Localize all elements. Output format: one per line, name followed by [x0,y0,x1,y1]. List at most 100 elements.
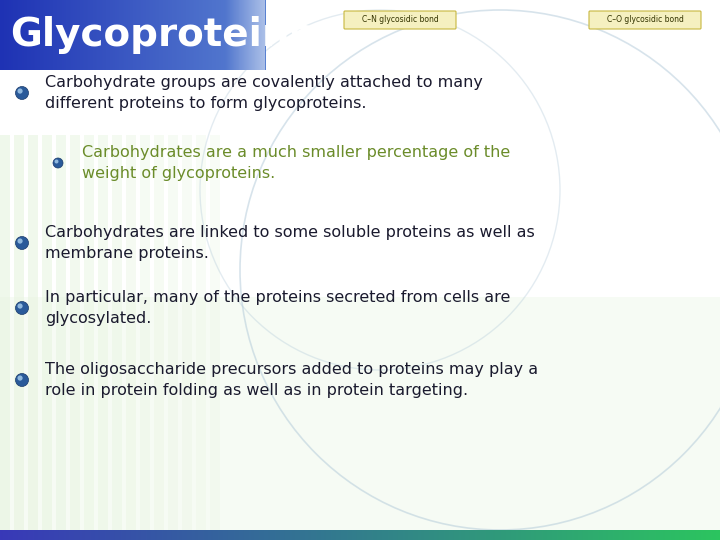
Bar [93,530,94,540]
Bar [81,530,83,540]
Bar [338,530,340,540]
Bar [143,0,145,70]
Bar [95,530,96,540]
Bar [316,530,318,540]
Bar [627,530,629,540]
Bar [55,0,56,70]
Bar [89,0,90,70]
Bar [165,0,166,70]
Bar [453,530,454,540]
Bar [662,530,664,540]
Bar [62,0,63,70]
Bar [159,530,161,540]
Bar [255,0,256,70]
Bar [125,530,127,540]
Bar [356,530,358,540]
Bar [47,0,48,70]
Bar [126,0,127,70]
Bar [67,0,68,70]
Bar [76,0,77,70]
Bar [350,530,351,540]
Bar [248,0,249,70]
Bar [230,0,232,70]
Bar [713,530,714,540]
Bar [131,0,132,70]
Bar [397,530,398,540]
Bar [0,0,1,70]
Bar [649,530,650,540]
Bar [296,530,297,540]
Bar [8,0,9,70]
Bar [2,530,4,540]
Bar [100,0,102,70]
Bar [421,530,423,540]
Bar [150,0,151,70]
Bar [460,530,462,540]
Bar [211,530,212,540]
Bar [550,530,552,540]
Bar [22,0,24,70]
Bar [252,0,253,70]
Bar [256,0,257,70]
Bar [10,530,12,540]
FancyBboxPatch shape [344,11,456,29]
Bar [222,0,223,70]
Bar [135,0,137,70]
Bar [20,0,22,70]
Bar [87,530,89,540]
Bar [235,530,236,540]
Bar [94,0,95,70]
Bar [102,0,103,70]
Bar [539,530,541,540]
Text: C–O glycosidic bond: C–O glycosidic bond [606,16,683,24]
Bar [262,0,264,70]
Bar [55,530,56,540]
Bar [251,530,253,540]
Bar [19,530,20,540]
Bar [246,0,247,70]
Bar [246,0,248,70]
Bar [432,530,433,540]
Bar [112,0,113,70]
Bar [141,530,143,540]
Bar [531,530,533,540]
Bar [171,530,173,540]
Bar [172,530,174,540]
Bar [222,0,224,70]
Bar [91,0,92,70]
Bar [74,530,76,540]
Bar [21,0,22,70]
Bar [29,530,30,540]
Bar [565,530,567,540]
Bar [265,530,266,540]
Bar [417,530,418,540]
Text: Carbohydrate groups are covalently attached to many
different proteins to form g: Carbohydrate groups are covalently attac… [45,75,483,111]
Bar [688,530,690,540]
Bar [97,0,99,70]
Bar [560,530,562,540]
Bar [505,530,506,540]
Bar [24,530,25,540]
Bar [597,530,598,540]
Bar [215,0,216,70]
Bar [35,0,37,70]
Bar [568,530,570,540]
Bar [20,530,22,540]
Bar [253,0,254,70]
Bar [209,0,210,70]
Bar [321,530,323,540]
Bar [109,530,110,540]
Bar [586,530,588,540]
Bar [134,0,135,70]
Bar [407,530,408,540]
Bar [35,530,37,540]
Bar [603,530,605,540]
Bar [86,530,88,540]
Bar [262,530,264,540]
Bar [73,0,75,70]
Bar [238,0,240,70]
Bar [280,530,282,540]
Bar [12,530,14,540]
Bar [136,530,138,540]
Bar [252,530,253,540]
